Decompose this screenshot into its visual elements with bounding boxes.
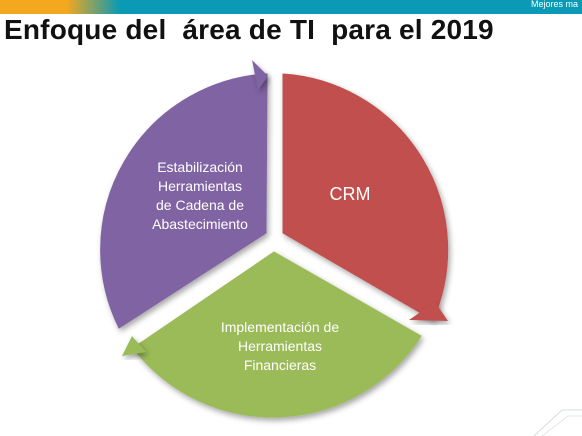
- cycle-arrowhead-green: [122, 336, 146, 356]
- corner-decoration: [533, 409, 582, 436]
- brand-accent-stripe: [0, 0, 120, 14]
- slide-title: Enfoque del área de TI para el 2019: [4, 14, 494, 45]
- cycle-arrowhead-red: [409, 302, 448, 321]
- cycle-arrowhead-purple: [252, 60, 268, 90]
- segment-label-supply-chain: Estabilización Herramientas de Cadena de…: [152, 159, 248, 232]
- cycle-segment-financial: [132, 251, 422, 418]
- cycle-segment-crm: [282, 73, 449, 321]
- segment-label-crm: CRM: [329, 184, 371, 204]
- segment-label-financial: Implementación de Herramientas Financier…: [220, 319, 340, 373]
- cycle-segment-supply-chain: [100, 73, 268, 329]
- brand-tagline: Mejores ma: [530, 0, 578, 9]
- brand-bar: Mejores ma: [0, 0, 582, 14]
